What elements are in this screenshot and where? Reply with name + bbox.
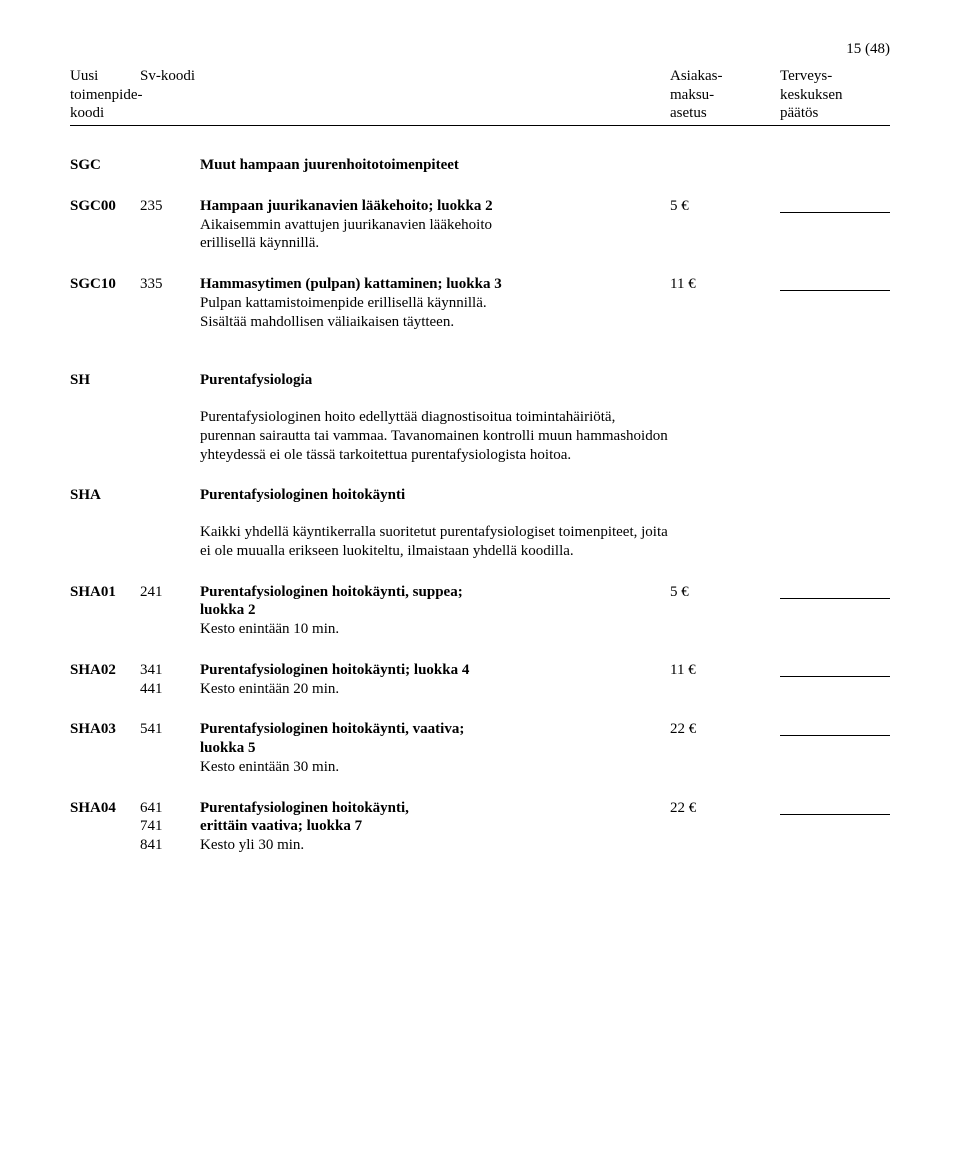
- code-sha02: SHA02: [70, 661, 140, 699]
- code-sh: SH: [70, 371, 140, 390]
- title-sgc: Muut hampaan juurenhoitotoimenpiteet: [200, 157, 459, 173]
- row-sha: SHA Purentafysiologinen hoitokäynti: [70, 486, 890, 505]
- blank-sgc10: [780, 275, 890, 291]
- hdr-col1-l3: koodi: [70, 104, 140, 123]
- hdr-col4-l3: päätös: [780, 104, 890, 123]
- title-sha04: Purentafysiologinen hoitokäynti,: [200, 799, 650, 818]
- blank-sha03: [780, 720, 890, 736]
- blank-sha02: [780, 661, 890, 677]
- blank-sha01: [780, 583, 890, 599]
- price-sgc00: 5 €: [670, 197, 780, 253]
- title-sha: Purentafysiologinen hoitokäynti: [200, 487, 405, 503]
- hdr-col4-l2: keskuksen: [780, 86, 890, 105]
- sv-sha01: 241: [140, 583, 200, 639]
- title-sha02: Purentafysiologinen hoitokäynti; luokka …: [200, 661, 650, 680]
- sub2-sgc10: Sisältää mahdollisen väliaikaisen täytte…: [200, 313, 650, 332]
- hdr-col3-l3: asetus: [670, 104, 780, 123]
- code-sgc10: SGC10: [70, 275, 140, 331]
- title2-sha03: luokka 5: [200, 739, 650, 758]
- row-sha02: SHA02 341 441 Purentafysiologinen hoitok…: [70, 661, 890, 699]
- sv-sgc00: 235: [140, 197, 200, 253]
- price-sgc10: 11 €: [670, 275, 780, 331]
- title-sha03: Purentafysiologinen hoitokäynti, vaativa…: [200, 720, 650, 739]
- blank-sgc00: [780, 197, 890, 213]
- page-number: 15 (48): [70, 40, 890, 59]
- sv3-sha04: 841: [140, 836, 200, 855]
- code-sha03: SHA03: [70, 720, 140, 776]
- code-sha01: SHA01: [70, 583, 140, 639]
- sv1-sha04: 641: [140, 799, 200, 818]
- row-sha01: SHA01 241 Purentafysiologinen hoitokäynt…: [70, 583, 890, 639]
- code-sha: SHA: [70, 486, 140, 505]
- blank-sha04: [780, 799, 890, 815]
- sub1-sgc00: Aikaisemmin avattujen juurikanavien lääk…: [200, 216, 650, 235]
- hdr-col1-l2: toimenpide-: [70, 86, 140, 105]
- title2-sha04: erittäin vaativa; luokka 7: [200, 817, 650, 836]
- code-sgc: SGC: [70, 156, 140, 175]
- table-header: Uusi toimenpide- koodi Sv-koodi Asiakas-…: [70, 67, 890, 126]
- title-sha01: Purentafysiologinen hoitokäynti, suppea;: [200, 583, 650, 602]
- price-sha04: 22 €: [670, 799, 780, 855]
- sub1-sha02: Kesto enintään 20 min.: [200, 680, 650, 699]
- sub1-sha04: Kesto yli 30 min.: [200, 836, 650, 855]
- row-sgc: SGC Muut hampaan juurenhoitotoimenpiteet: [70, 156, 890, 175]
- sub1-sgc10: Pulpan kattamistoimenpide erillisellä kä…: [200, 294, 650, 313]
- hdr-col2-l3: Sv-koodi: [140, 67, 200, 86]
- price-sha03: 22 €: [670, 720, 780, 776]
- title2-sha01: luokka 2: [200, 601, 650, 620]
- para-sha: Kaikki yhdellä käyntikerralla suoritetut…: [200, 523, 670, 561]
- code-sgc00: SGC00: [70, 197, 140, 253]
- title-sh: Purentafysiologia: [200, 371, 670, 390]
- title-sgc00: Hampaan juurikanavien lääkehoito; luokka…: [200, 197, 650, 216]
- hdr-col4-l1: Terveys-: [780, 67, 890, 86]
- row-sh: SH Purentafysiologia: [70, 371, 890, 390]
- para-sh: Purentafysiologinen hoito edellyttää dia…: [200, 408, 670, 464]
- row-sha03: SHA03 541 Purentafysiologinen hoitokäynt…: [70, 720, 890, 776]
- row-sgc10: SGC10 335 Hammasytimen (pulpan) kattamin…: [70, 275, 890, 331]
- sub1-sha03: Kesto enintään 30 min.: [200, 758, 650, 777]
- code-sha04: SHA04: [70, 799, 140, 855]
- hdr-col3-l1: Asiakas-: [670, 67, 780, 86]
- price-sha01: 5 €: [670, 583, 780, 639]
- sv2-sha02: 441: [140, 680, 200, 699]
- row-sgc00: SGC00 235 Hampaan juurikanavien lääkehoi…: [70, 197, 890, 253]
- sv-sha03: 541: [140, 720, 200, 776]
- row-sha04: SHA04 641 741 841 Purentafysiologinen ho…: [70, 799, 890, 855]
- title-sgc10: Hammasytimen (pulpan) kattaminen; luokka…: [200, 275, 650, 294]
- hdr-col1-l1: Uusi: [70, 67, 140, 86]
- sub1-sha01: Kesto enintään 10 min.: [200, 620, 650, 639]
- sv1-sha02: 341: [140, 661, 200, 680]
- sv2-sha04: 741: [140, 817, 200, 836]
- hdr-col3-l2: maksu-: [670, 86, 780, 105]
- sub2-sgc00: erillisellä käynnillä.: [200, 234, 650, 253]
- sv-sgc10: 335: [140, 275, 200, 331]
- price-sha02: 11 €: [670, 661, 780, 699]
